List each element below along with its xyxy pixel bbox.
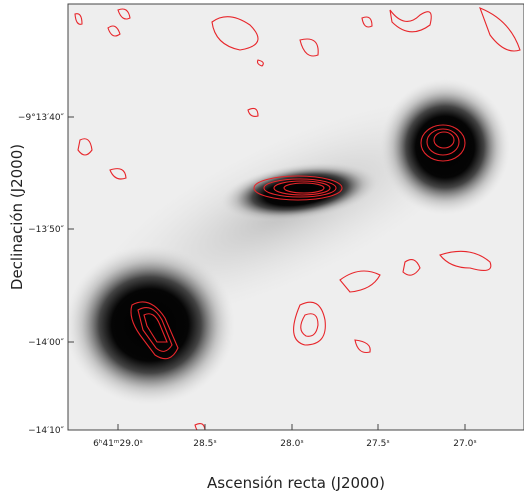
x-tick-label: 27.5ˢ [366, 439, 389, 449]
y-tick-label: −14′00″ [28, 338, 64, 348]
x-tick-label: 6ʰ41ᵐ29.0ˢ [93, 439, 143, 449]
y-tick-label: −13′50″ [28, 225, 64, 235]
y-tick-label: −9°13′40″ [18, 113, 65, 123]
contours [74, 7, 521, 430]
y-axis-label: Declinación (J2000) [8, 144, 26, 290]
sky-image [68, 4, 524, 430]
x-tick-label: 28.0ˢ [280, 439, 303, 449]
plot-frame [67, 3, 524, 431]
y-tick-label: −14′10″ [28, 426, 64, 436]
x-tick-label: 28.5ˢ [193, 439, 216, 449]
x-tick-label: 27.0ˢ [453, 439, 476, 449]
x-axis-label: Ascensión recta (J2000) [207, 474, 385, 492]
